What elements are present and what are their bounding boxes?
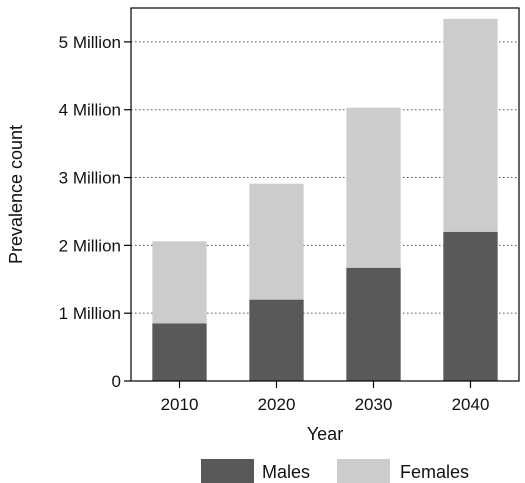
legend-swatch-females (337, 459, 390, 483)
x-axis-title: Year (307, 424, 343, 444)
x-axis-ticks: 2010 2020 2030 2040 (161, 381, 490, 414)
x-tick-label: 2010 (161, 395, 199, 414)
legend-swatch-males (201, 459, 254, 483)
y-tick-label: 2 Million (59, 236, 121, 255)
y-tick-label: 0 (112, 372, 121, 391)
bar-males-2010 (152, 323, 207, 381)
bars (152, 18, 498, 381)
bar-females-2040 (443, 18, 498, 232)
x-tick-label: 2020 (258, 395, 296, 414)
y-tick-label: 1 Million (59, 304, 121, 323)
y-tick-label: 3 Million (59, 169, 121, 188)
y-axis-ticks: 0 1 Million 2 Million 3 Million 4 Million 5 M… (59, 33, 131, 391)
bar-males-2020 (249, 299, 304, 381)
legend: Males Females (201, 459, 469, 483)
x-tick-label: 2030 (355, 395, 393, 414)
y-tick-label: 5 Million (59, 33, 121, 52)
bar-males-2030 (346, 267, 401, 381)
bar-females-2010 (152, 241, 207, 324)
bar-females-2020 (249, 183, 304, 300)
x-tick-label: 2040 (452, 395, 490, 414)
bar-females-2030 (346, 107, 401, 268)
legend-label-males: Males (262, 462, 310, 482)
y-axis-title: Prevalence count (6, 125, 26, 264)
plot-area-frame (130, 7, 520, 382)
legend-label-females: Females (400, 462, 469, 482)
y-tick-label: 4 Million (59, 101, 121, 120)
bar-males-2040 (443, 231, 498, 381)
